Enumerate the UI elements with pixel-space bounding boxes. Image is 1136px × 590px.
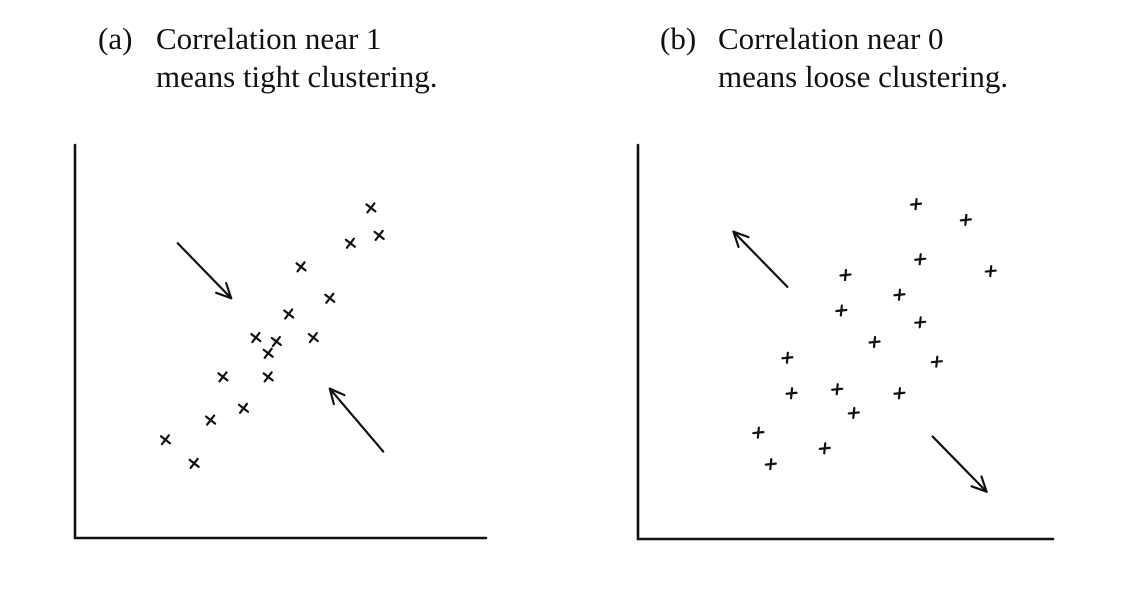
data-point-a-14 <box>344 237 356 249</box>
caption-a-line2: means tight clustering. <box>156 59 438 94</box>
data-point-b-13 <box>909 198 923 211</box>
data-point-b-1 <box>752 426 765 439</box>
arrow-a-1 <box>176 242 233 300</box>
arrow-a-2 <box>328 387 385 453</box>
caption-b-line1: Correlation near 0 <box>718 21 944 56</box>
panel-label-a: (a) <box>98 21 133 56</box>
arrows-panel-a <box>176 242 385 453</box>
data-point-a-12 <box>307 331 319 344</box>
caption-panel-b: (b) Correlation near 0 means loose cluste… <box>660 20 1008 96</box>
points-panel-b <box>752 198 997 471</box>
caption-panel-a: (a) Correlation near 1 means tight cluste… <box>98 20 438 96</box>
points-panel-a <box>159 202 385 469</box>
data-point-a-5 <box>237 402 250 414</box>
data-point-b-5 <box>818 442 831 455</box>
data-point-a-9 <box>270 335 282 348</box>
data-point-a-2 <box>188 457 200 469</box>
data-point-a-6 <box>250 331 262 344</box>
data-point-a-15 <box>365 202 377 214</box>
data-point-a-11 <box>295 261 307 273</box>
data-point-a-4 <box>217 371 229 383</box>
data-point-a-16 <box>373 229 385 241</box>
data-point-b-11 <box>893 288 906 301</box>
data-point-b-10 <box>868 335 881 349</box>
data-point-b-14 <box>914 253 927 266</box>
data-point-b-9 <box>847 406 860 420</box>
scatter-panel-a <box>73 143 488 540</box>
data-point-b-16 <box>930 355 943 368</box>
arrow-b-2 <box>931 435 988 493</box>
axes-panel-a <box>73 143 488 540</box>
arrow-b-1 <box>732 230 789 288</box>
panel-label-b: (b) <box>660 21 697 56</box>
data-point-b-18 <box>984 264 997 278</box>
data-point-b-2 <box>764 458 777 471</box>
data-point-a-1 <box>159 434 172 446</box>
data-point-b-6 <box>831 383 844 396</box>
data-point-a-3 <box>205 414 217 426</box>
data-point-b-12 <box>893 387 906 400</box>
data-point-b-7 <box>835 304 848 317</box>
data-point-a-8 <box>262 371 274 383</box>
data-point-a-13 <box>324 292 336 304</box>
data-point-b-17 <box>959 213 972 226</box>
caption-a-line1: Correlation near 1 <box>156 21 382 56</box>
scatter-panel-b <box>636 143 1055 541</box>
data-point-b-3 <box>781 351 794 364</box>
caption-b-line2: means loose clustering. <box>718 59 1009 94</box>
data-point-b-4 <box>785 387 798 400</box>
data-point-a-7 <box>262 347 274 359</box>
data-point-a-10 <box>283 308 295 320</box>
arrows-panel-b <box>732 230 988 493</box>
axes-panel-b <box>636 143 1055 541</box>
data-point-b-8 <box>839 268 852 282</box>
data-point-b-15 <box>914 316 927 329</box>
